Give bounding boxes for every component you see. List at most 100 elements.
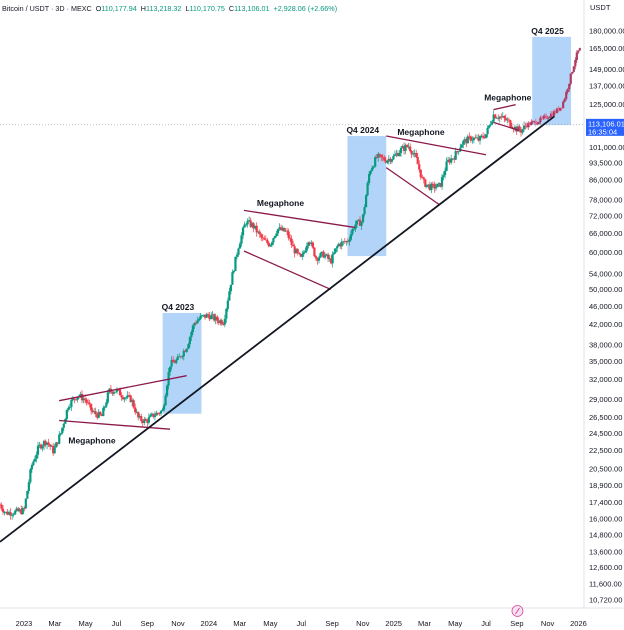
projection-candle-body-31 (572, 66, 575, 72)
candle-body-285 (431, 183, 435, 185)
candle-body-58 (87, 402, 90, 404)
candle-body-332 (503, 116, 506, 119)
candle-body-235 (355, 220, 359, 225)
candle-body-24 (35, 454, 38, 459)
candle-body-317 (480, 135, 483, 137)
y-tick-label-19: 32,000.00 (589, 375, 622, 384)
candle-body-268 (405, 144, 409, 147)
event-marker-glyph (515, 607, 520, 615)
candle-body-243 (368, 174, 371, 183)
projection-candle-body-7 (536, 123, 539, 125)
y-tick-label-12: 60,000.00 (589, 248, 622, 257)
megaphone-label-4: Megaphone (484, 93, 531, 103)
candle-body-222 (336, 246, 339, 249)
candle-body-140 (211, 314, 214, 316)
projection-candle-body-5 (533, 121, 536, 122)
candle-body-106 (159, 411, 163, 414)
candle-body-70 (105, 402, 108, 407)
candle-body-5 (6, 511, 9, 515)
support-trendline (0, 115, 555, 543)
candle-body-228 (345, 241, 348, 243)
candle-body-247 (374, 157, 377, 167)
candle-body-145 (219, 320, 222, 323)
candle-body-321 (486, 127, 489, 135)
candle-body-292 (442, 175, 445, 178)
candle-body-206 (311, 242, 315, 248)
candle-body-97 (146, 420, 149, 423)
candle-body-186 (281, 227, 284, 231)
candle-body-129 (194, 323, 198, 324)
y-tick-label-2: 165,000.00 (589, 44, 624, 53)
candle-body-195 (295, 249, 298, 254)
change-value: +2,928.06 (+2.66%) (273, 4, 338, 13)
candle-body-241 (364, 195, 368, 208)
x-tick-label-5: Sep (141, 619, 154, 628)
candle-body-290 (439, 183, 442, 187)
megaphone-2-lower-line (243, 250, 332, 291)
candle-body-59 (88, 402, 91, 404)
candle-body-217 (328, 258, 331, 260)
candle-body-55 (82, 398, 85, 401)
candle-body-245 (371, 167, 374, 171)
projection-candle-body-18 (552, 111, 556, 116)
candle-body-331 (501, 116, 504, 117)
megaphone-label-1: Megaphone (68, 435, 115, 445)
candle-body-25 (36, 445, 40, 455)
candle-body-345 (522, 125, 526, 130)
symbol-title[interactable]: Bitcoin / USDT · 3D · MEXC (2, 4, 92, 13)
candle-body-138 (208, 315, 211, 320)
candle-body-4 (4, 511, 8, 513)
y-tick-label-24: 20,500.00 (589, 465, 622, 474)
candle-body-294 (445, 161, 448, 171)
candle-body-21 (30, 465, 33, 470)
y-tick-label-10: 72,000.00 (589, 211, 622, 220)
candle-body-152 (229, 284, 232, 292)
candle-body-287 (434, 187, 438, 189)
chart-header: Bitcoin / USDT · 3D · MEXC O110,177.94 H… (2, 4, 337, 13)
candle-body-274 (415, 152, 418, 158)
y-tick-label-31: 11,600.00 (589, 580, 622, 589)
candle-body-250 (378, 153, 381, 155)
x-tick-label-19: 2026 (570, 619, 587, 628)
candle-body-141 (213, 314, 216, 321)
candle-body-215 (325, 254, 328, 256)
candle-body-135 (203, 314, 207, 318)
candle-body-81 (121, 397, 125, 400)
candle-body-207 (313, 247, 316, 257)
projection-candle-body-17 (551, 113, 554, 116)
candle-body-12 (17, 508, 20, 512)
candle-body-238 (360, 222, 363, 226)
candle-body-320 (484, 134, 488, 138)
projection-candle-body-29 (569, 73, 572, 84)
y-tick-label-5: 125,000.00 (589, 100, 624, 109)
candle-body-84 (126, 395, 129, 398)
candle-body-38 (56, 442, 59, 444)
open-value: 110,177.94 (101, 4, 137, 13)
candle-body-90 (135, 411, 138, 413)
projection-candle-body-10 (540, 117, 543, 119)
candle-body-35 (52, 445, 55, 454)
x-tick-label-11: Sep (325, 619, 338, 628)
candle-body-324 (491, 121, 494, 125)
candle-body-279 (422, 177, 425, 180)
candle-body-126 (190, 331, 193, 338)
y-tick-label-9: 78,000.00 (589, 195, 622, 204)
candle-body-271 (410, 151, 413, 155)
q4-box-3 (532, 36, 572, 126)
candle-body-159 (240, 235, 243, 244)
x-tick-label-9: May (263, 619, 277, 628)
candle-body-196 (296, 249, 299, 253)
candle-body-28 (41, 445, 44, 449)
candle-body-155 (234, 256, 237, 272)
y-tick-label-14: 50,000.00 (589, 285, 622, 294)
y-tick-label-6: 101,000.00 (589, 143, 624, 152)
candle-body-225 (340, 241, 343, 247)
candle-body-133 (200, 315, 204, 317)
candle-body-299 (453, 158, 456, 160)
candle-body-156 (235, 254, 239, 257)
candle-body-344 (521, 129, 524, 133)
x-tick-label-4: Jul (112, 619, 122, 628)
candle-body-221 (334, 248, 337, 253)
candle-body-162 (244, 224, 248, 226)
